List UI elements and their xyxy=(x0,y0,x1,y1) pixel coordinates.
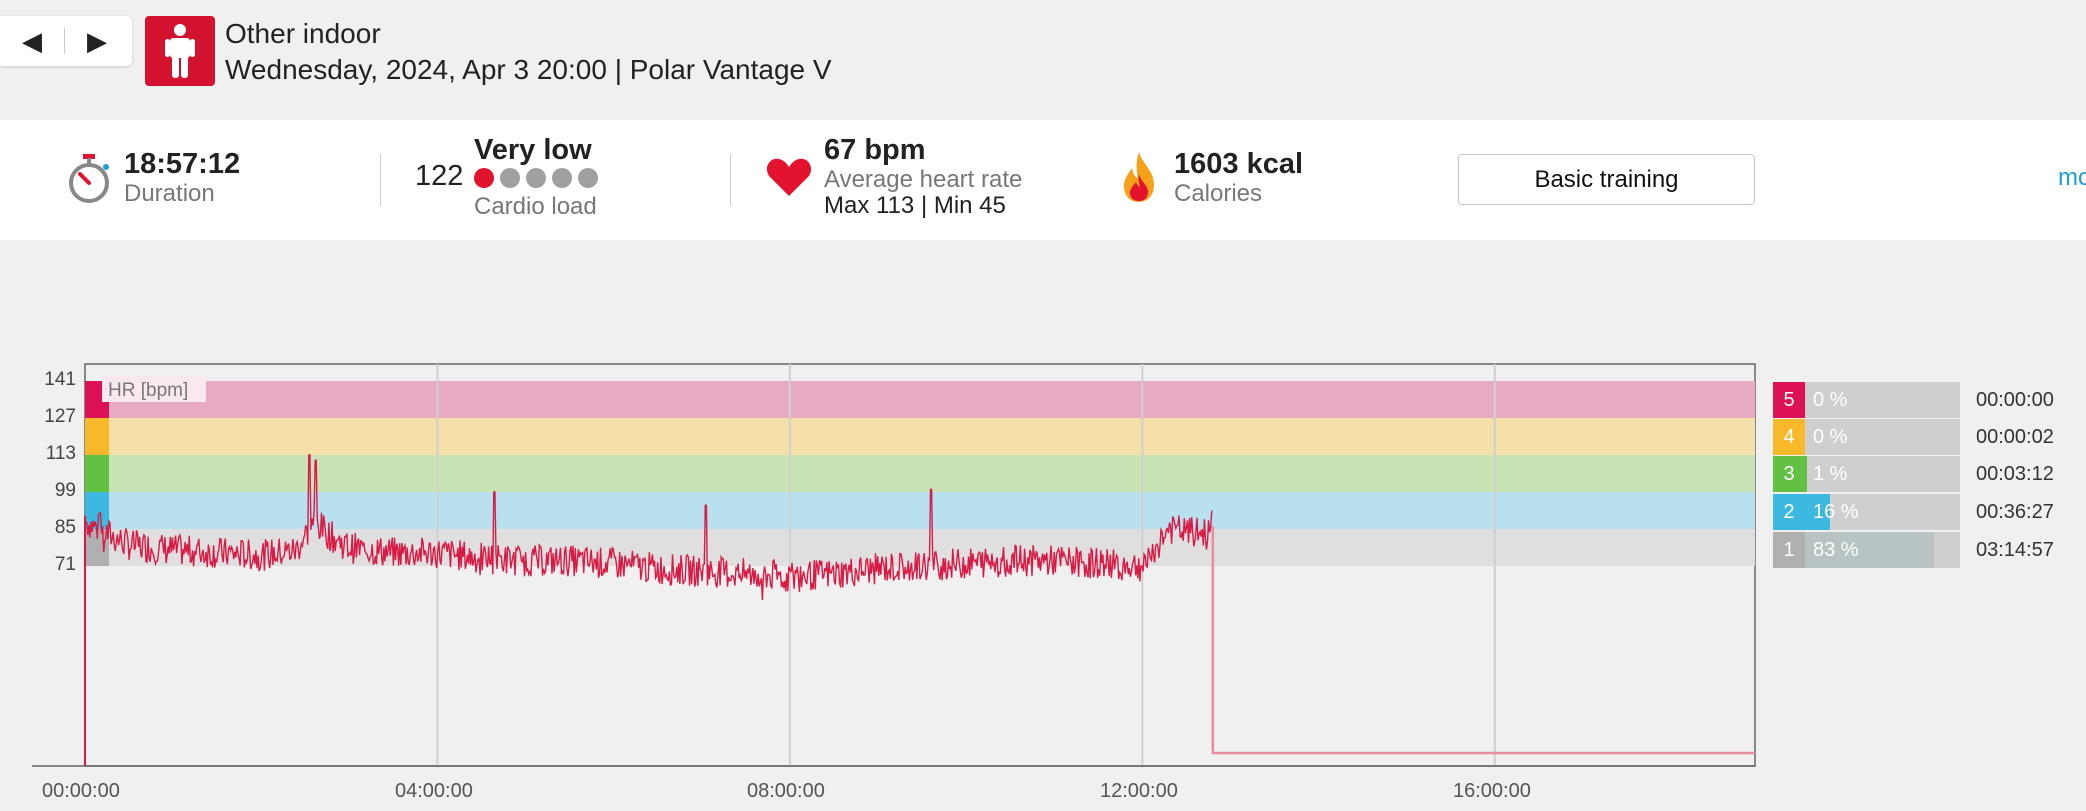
summary-divider xyxy=(730,154,731,206)
zone-bar: 1 % xyxy=(1805,456,1960,492)
y-tick-label: 71 xyxy=(54,554,76,575)
zone-band xyxy=(85,455,1755,492)
previous-session-button[interactable]: ◀ xyxy=(0,16,64,66)
zone-marker xyxy=(85,418,109,455)
zone-bar: 0 % xyxy=(1805,382,1960,418)
next-session-button[interactable]: ▶ xyxy=(65,16,129,66)
cardio-load-label: Cardio load xyxy=(474,193,597,220)
zone-number: 1 xyxy=(1773,532,1805,568)
heart-rate-plot[interactable]: HR [bpm] xyxy=(0,340,1760,780)
arrow-right-icon: ▶ xyxy=(87,25,107,56)
zone-band xyxy=(85,529,1755,566)
x-tick-label: 08:00:00 xyxy=(747,780,825,802)
zone-time: 03:14:57 xyxy=(1976,539,2054,561)
stopwatch-icon xyxy=(69,154,109,203)
hr-series-line xyxy=(84,454,1213,601)
zone-row: 5 0 % xyxy=(1773,382,1960,418)
x-tick-label: 00:00:00 xyxy=(42,780,120,802)
zone-percent: 1 % xyxy=(1813,463,1848,485)
cardio-dot xyxy=(500,168,520,188)
zone-bar: 83 % xyxy=(1805,532,1960,568)
zone-bar: 16 % xyxy=(1805,494,1960,530)
zone-number: 5 xyxy=(1773,382,1805,418)
zone-number: 2 xyxy=(1773,494,1805,530)
cardio-load-level: Very low xyxy=(474,134,592,166)
heart-rate-max-min: Max 113 | Min 45 xyxy=(824,192,1006,219)
training-benefit-button[interactable]: Basic training xyxy=(1458,154,1755,205)
avg-heart-rate-value: 67 bpm xyxy=(824,134,926,166)
duration-label: Duration xyxy=(124,180,215,207)
summary-divider xyxy=(380,154,381,206)
cardio-dot xyxy=(474,168,494,188)
zone-bar: 0 % xyxy=(1805,419,1960,455)
zone-time: 00:00:00 xyxy=(1976,389,2054,411)
zone-time: 00:36:27 xyxy=(1976,501,2054,523)
zone-row: 1 83 % xyxy=(1773,532,1960,568)
x-tick-label: 12:00:00 xyxy=(1100,780,1178,802)
cardio-dot xyxy=(552,168,572,188)
hr-series-tail xyxy=(1211,526,1755,755)
zone-percent: 16 % xyxy=(1813,501,1859,523)
zone-time: 00:00:02 xyxy=(1976,426,2054,448)
duration-value: 18:57:12 xyxy=(124,148,241,180)
x-tick-label: 04:00:00 xyxy=(395,780,473,802)
sport-title: Other indoor xyxy=(225,18,381,49)
y-tick-label: 141 xyxy=(44,369,76,390)
y-tick-label: 127 xyxy=(44,406,76,427)
session-summary: 18:57:12 Duration 122 Very low Cardio lo… xyxy=(0,120,2086,240)
cardio-dot xyxy=(578,168,598,188)
zone-row: 4 0 % xyxy=(1773,419,1960,455)
heart-icon xyxy=(766,158,812,196)
session-subtitle: Wednesday, 2024, Apr 3 20:00 | Polar Van… xyxy=(225,54,832,85)
zone-band xyxy=(85,492,1755,529)
zone-number: 4 xyxy=(1773,419,1805,455)
zone-time: 00:03:12 xyxy=(1976,463,2054,485)
y-tick-label: 113 xyxy=(45,443,76,464)
zone-marker xyxy=(85,492,109,529)
zone-fill xyxy=(1805,494,1830,530)
calories-value: 1603 kcal xyxy=(1174,148,1304,180)
zone-band xyxy=(85,418,1755,455)
y-tick-label: 85 xyxy=(54,517,76,538)
more-link[interactable]: mo xyxy=(2058,164,2086,191)
cardio-dot xyxy=(526,168,546,188)
y-axis-label-bg xyxy=(102,376,206,402)
zone-band xyxy=(85,381,1755,418)
person-standing-icon xyxy=(165,24,195,78)
zone-row: 3 1 % xyxy=(1773,456,1960,492)
arrow-left-icon: ◀ xyxy=(22,25,42,56)
cardio-load-value: 122 xyxy=(415,160,464,192)
zone-percent: 83 % xyxy=(1813,539,1859,561)
y-tick-label: 99 xyxy=(54,480,76,501)
flame-icon xyxy=(1124,152,1154,202)
y-axis-label: HR [bpm] xyxy=(108,380,188,401)
navigation-arrows: ◀ ▶ xyxy=(0,16,132,66)
nav-divider xyxy=(64,28,65,54)
avg-heart-rate-label: Average heart rate xyxy=(824,166,1023,193)
zone-percent: 0 % xyxy=(1813,389,1848,411)
zone-marker xyxy=(85,455,109,492)
zone-fill xyxy=(1805,456,1807,492)
zone-row: 2 16 % xyxy=(1773,494,1960,530)
zone-fill xyxy=(1805,532,1934,568)
calories-label: Calories xyxy=(1174,180,1263,207)
zone-number: 3 xyxy=(1773,456,1805,492)
sport-badge xyxy=(145,16,215,86)
zone-percent: 0 % xyxy=(1813,426,1848,448)
x-tick-label: 16:00:00 xyxy=(1453,780,1531,802)
